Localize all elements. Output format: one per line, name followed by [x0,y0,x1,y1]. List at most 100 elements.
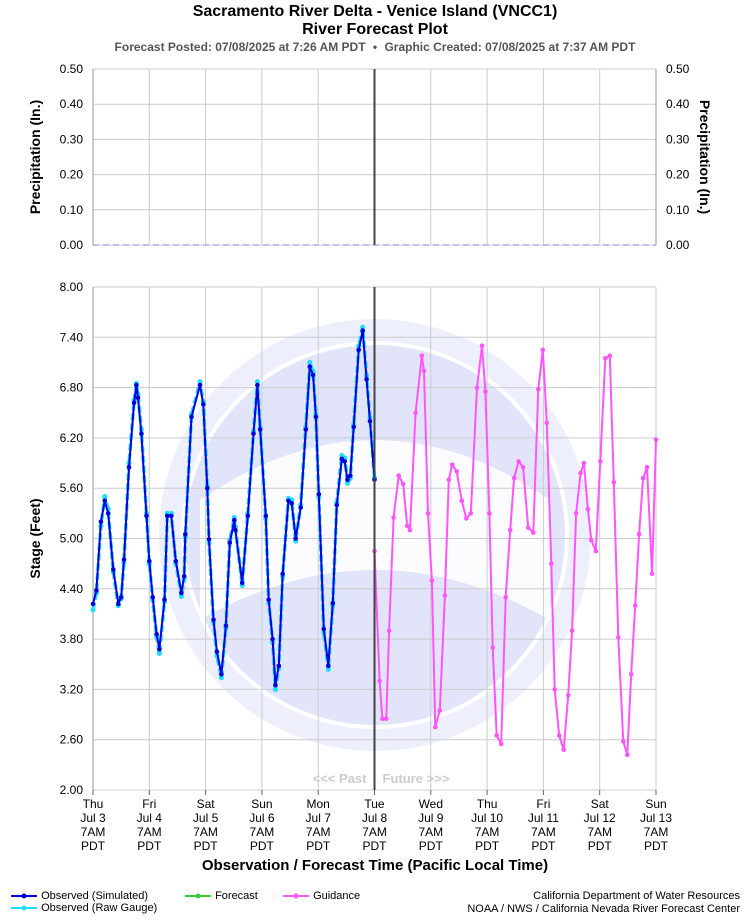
x-tick-label: Jul 4 [137,811,163,825]
data-point-observed-simulated [251,431,256,437]
data-point-guidance [640,475,646,481]
data-point-observed-simulated [144,513,149,519]
data-point-observed-simulated [179,590,184,596]
data-point-observed-simulated [270,636,275,642]
data-point-observed-simulated [135,395,141,401]
data-point-guidance [565,693,571,698]
data-point-observed-simulated [233,527,238,533]
data-point-observed-simulated [118,594,124,600]
stage-ytick-label: 6.80 [60,381,84,395]
data-point-guidance [386,628,392,633]
legend-observed-sim-swatch [11,893,37,899]
data-point-observed-simulated [310,372,316,378]
data-point-observed-simulated [173,558,179,564]
data-point-guidance [611,480,617,485]
data-point-observed-simulated [189,414,194,420]
data-point-guidance [644,464,650,470]
data-point-guidance [487,511,492,516]
data-point-guidance [437,708,443,713]
precip-ylabel-left: Precipitation (In.) [27,100,43,214]
data-point-observed-simulated [147,558,152,564]
data-point-observed-raw-gauge [102,494,108,500]
precip-ytick-label-right: 0.00 [666,238,690,252]
x-tick-label: Jul 5 [193,811,219,825]
stage-ytick-label: 4.40 [60,582,84,596]
data-point-guidance [636,532,642,537]
data-point-observed-simulated [356,347,362,353]
data-point-observed-simulated [111,567,116,572]
data-point-observed-simulated [263,513,269,519]
data-point-guidance [419,353,425,359]
x-tick-label: Mon [307,797,330,811]
data-point-observed-simulated [239,580,245,586]
data-point-guidance [536,387,541,392]
credit-dwr: California Department of Water Resources [533,890,740,902]
precip-ytick-label-right: 0.30 [666,132,690,146]
chart-title: Sacramento River Delta - Venice Island (… [192,3,558,20]
data-point-observed-simulated [150,594,155,600]
data-point-guidance [479,343,485,349]
precip-ytick-label-right: 0.10 [666,203,690,217]
stage-ytick-label: 7.40 [60,330,84,344]
data-point-observed-simulated [316,491,322,497]
precip-ylabel-right: Precipitation (In.) [697,100,713,214]
data-point-guidance [603,356,608,361]
data-point-observed-simulated [116,601,121,607]
data-point-observed-raw-gauge [156,650,162,657]
data-point-observed-simulated [165,513,170,519]
data-point-observed-simulated [205,485,210,491]
x-tick-label: Jul 6 [249,811,275,825]
data-point-guidance [498,741,504,747]
data-point-observed-simulated [367,418,373,424]
data-point-observed-simulated [280,571,286,576]
legend-observed-sim-label: Observed (Simulated) [41,890,149,902]
x-tick-label: Fri [142,797,156,811]
x-tick-label: PDT [81,839,106,853]
x-axis-label: Observation / Forecast Time (Pacific Loc… [202,857,548,874]
data-point-guidance [380,716,385,721]
precip-ytick-label-right: 0.20 [666,168,690,182]
data-point-guidance [507,527,513,533]
data-point-observed-simulated [131,400,137,406]
data-point-observed-raw-gauge [344,480,351,486]
future-label: Future >>> [383,771,450,786]
data-point-observed-raw-gauge [307,359,313,365]
x-tick-label: Fri [536,797,550,811]
data-point-observed-simulated [157,646,162,652]
data-point-guidance [573,511,579,516]
x-tick-label: 7AM [306,825,331,839]
x-tick-label: Jul 8 [362,811,388,825]
x-tick-label: PDT [306,839,331,853]
x-tick-label: Jul 11 [528,811,559,825]
data-point-observed-simulated [169,513,174,519]
data-point-guidance [593,548,599,554]
data-point-observed-simulated [134,382,139,388]
data-point-observed-simulated [181,573,187,579]
x-tick-label: 7AM [137,825,162,839]
data-point-guidance [400,481,406,487]
data-point-observed-simulated [257,427,263,432]
posted-line: Forecast Posted: 07/08/2025 at 7:26 AM P… [0,40,750,54]
data-point-observed-simulated [105,511,111,516]
data-point-guidance [549,561,554,566]
past-label: <<< Past [313,771,368,786]
data-point-guidance [464,516,469,521]
data-point-observed-simulated [102,498,108,504]
data-point-observed-simulated [214,649,220,654]
data-point-observed-simulated [255,382,260,388]
x-tick-label: Jul 7 [306,811,332,825]
x-tick-label: Jul 10 [471,811,503,825]
data-point-guidance [429,578,435,583]
data-point-guidance [449,462,455,468]
precip-ytick-label-left: 0.10 [60,203,84,217]
data-point-observed-raw-gauge [360,324,366,330]
x-tick-label: PDT [588,839,613,853]
data-point-guidance [561,747,566,753]
data-point-observed-simulated [345,477,350,483]
stage-ytick-label: 2.60 [60,733,84,747]
legend-guidance-label: Guidance [313,890,361,902]
data-point-observed-simulated [219,672,224,677]
precip-ytick-label-right: 0.40 [666,97,690,111]
separator: • [372,40,378,54]
